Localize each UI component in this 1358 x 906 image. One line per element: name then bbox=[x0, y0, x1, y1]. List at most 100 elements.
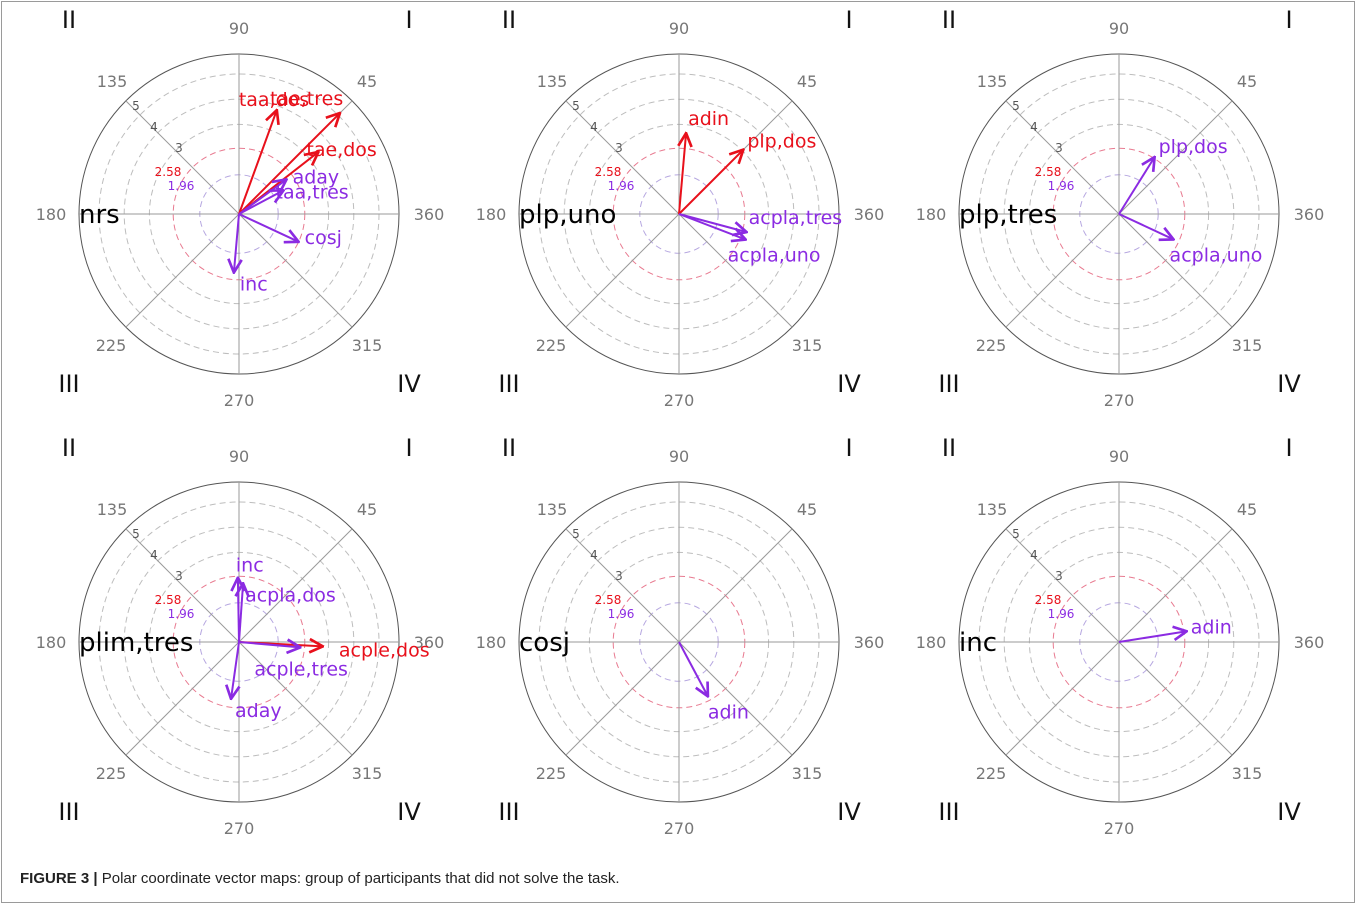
quadrant-label: IV bbox=[397, 370, 421, 398]
spoke-line bbox=[1118, 528, 1233, 643]
vector-arrow bbox=[238, 110, 277, 215]
vector-arrow bbox=[234, 213, 239, 273]
spoke-line bbox=[1005, 641, 1120, 756]
spoke-line bbox=[238, 213, 353, 328]
radial-tick-label: 4 bbox=[150, 120, 158, 134]
conditional-behavior-label: plp,uno bbox=[519, 200, 616, 230]
radial-tick-label: 4 bbox=[1030, 548, 1038, 562]
angle-label: 225 bbox=[976, 336, 1007, 355]
spoke-line bbox=[1005, 100, 1120, 215]
quadrant-label: I bbox=[405, 434, 412, 462]
spoke-line bbox=[678, 213, 793, 328]
vector-arrow bbox=[238, 642, 300, 647]
spoke-line bbox=[565, 528, 680, 643]
quadrant-label: I bbox=[405, 6, 412, 34]
vector-label: inc bbox=[236, 555, 264, 577]
angle-label: 180 bbox=[476, 205, 507, 224]
radial-tick-label: 4 bbox=[590, 548, 598, 562]
quadrant-label: II bbox=[502, 6, 516, 34]
vector-label: tae,dos bbox=[306, 139, 376, 161]
angle-label: 270 bbox=[664, 391, 695, 410]
angle-label: 360 bbox=[854, 205, 885, 224]
significance-label: 2.58 bbox=[155, 165, 182, 179]
significance-label: 1.96 bbox=[1048, 179, 1075, 193]
quadrant-label: II bbox=[62, 6, 76, 34]
significance-label: 1.96 bbox=[168, 179, 195, 193]
vector-label: cosj bbox=[305, 227, 342, 249]
angle-label: 45 bbox=[357, 72, 377, 91]
angle-label: 90 bbox=[1109, 19, 1129, 38]
angle-label: 360 bbox=[414, 205, 445, 224]
radial-tick-label: 5 bbox=[132, 527, 140, 541]
radial-tick-label: 5 bbox=[572, 527, 580, 541]
quadrant-label: IV bbox=[837, 798, 861, 826]
angle-label: 360 bbox=[1294, 633, 1325, 652]
angle-label: 270 bbox=[664, 819, 695, 838]
vector-arrow bbox=[678, 213, 747, 232]
radial-tick-label: 4 bbox=[1030, 120, 1038, 134]
spoke-line bbox=[1118, 641, 1233, 756]
radial-tick-label: 3 bbox=[1055, 569, 1063, 583]
angle-label: 135 bbox=[97, 500, 128, 519]
angle-label: 135 bbox=[537, 72, 568, 91]
angle-label: 90 bbox=[229, 447, 249, 466]
quadrant-label: I bbox=[845, 6, 852, 34]
spoke-line bbox=[238, 641, 353, 756]
angle-label: 180 bbox=[36, 633, 67, 652]
radial-tick-label: 5 bbox=[1012, 527, 1020, 541]
vector-label: acple,dos bbox=[339, 639, 430, 661]
radial-tick-label: 3 bbox=[615, 141, 623, 155]
angle-label: 180 bbox=[36, 205, 67, 224]
angle-label: 360 bbox=[1294, 205, 1325, 224]
angle-label: 135 bbox=[537, 500, 568, 519]
caption-label: FIGURE 3 | bbox=[20, 870, 98, 887]
quadrant-label: II bbox=[62, 434, 76, 462]
conditional-behavior-label: inc bbox=[959, 628, 997, 658]
quadrant-label: I bbox=[845, 434, 852, 462]
spoke-line bbox=[565, 100, 680, 215]
angle-label: 135 bbox=[977, 500, 1008, 519]
spoke-line bbox=[565, 641, 680, 756]
angle-label: 315 bbox=[352, 336, 383, 355]
spoke-line bbox=[125, 528, 240, 643]
quadrant-label: I bbox=[1285, 6, 1292, 34]
vector-label: plp,dos bbox=[747, 131, 816, 153]
vector-arrow bbox=[238, 190, 284, 215]
vector-label: adin bbox=[708, 701, 749, 723]
vector-arrow bbox=[678, 213, 746, 240]
quadrant-label: IV bbox=[397, 798, 421, 826]
angle-label: 90 bbox=[669, 19, 689, 38]
angle-label: 45 bbox=[357, 500, 377, 519]
angle-label: 315 bbox=[1232, 336, 1263, 355]
vector-label: acpla,dos bbox=[245, 584, 336, 606]
vector-arrow bbox=[1118, 631, 1187, 643]
vector-label: inc bbox=[240, 274, 268, 296]
significance-label: 1.96 bbox=[1048, 607, 1075, 621]
angle-label: 90 bbox=[1109, 447, 1129, 466]
quadrant-label: III bbox=[58, 370, 79, 398]
spoke-line bbox=[125, 213, 240, 328]
angle-label: 270 bbox=[1104, 819, 1135, 838]
angle-label: 270 bbox=[1104, 391, 1135, 410]
angle-label: 360 bbox=[414, 633, 445, 652]
quadrant-label: IV bbox=[1277, 798, 1301, 826]
angle-label: 45 bbox=[1237, 72, 1257, 91]
quadrant-label: II bbox=[502, 434, 516, 462]
spoke-line bbox=[125, 641, 240, 756]
vector-label: aday bbox=[235, 700, 282, 722]
spoke-line bbox=[1005, 528, 1120, 643]
vector-label: aday bbox=[293, 166, 340, 188]
spoke-line bbox=[1118, 100, 1233, 215]
angle-label: 225 bbox=[96, 764, 127, 783]
angle-label: 90 bbox=[669, 447, 689, 466]
vector-label: acpla,uno bbox=[1170, 244, 1263, 266]
significance-label: 2.58 bbox=[595, 165, 622, 179]
radial-tick-label: 3 bbox=[175, 569, 183, 583]
caption-text: Polar coordinate vector maps: group of p… bbox=[101, 870, 620, 887]
vector-label: taa,dos bbox=[239, 89, 309, 111]
quadrant-label: III bbox=[938, 798, 959, 826]
